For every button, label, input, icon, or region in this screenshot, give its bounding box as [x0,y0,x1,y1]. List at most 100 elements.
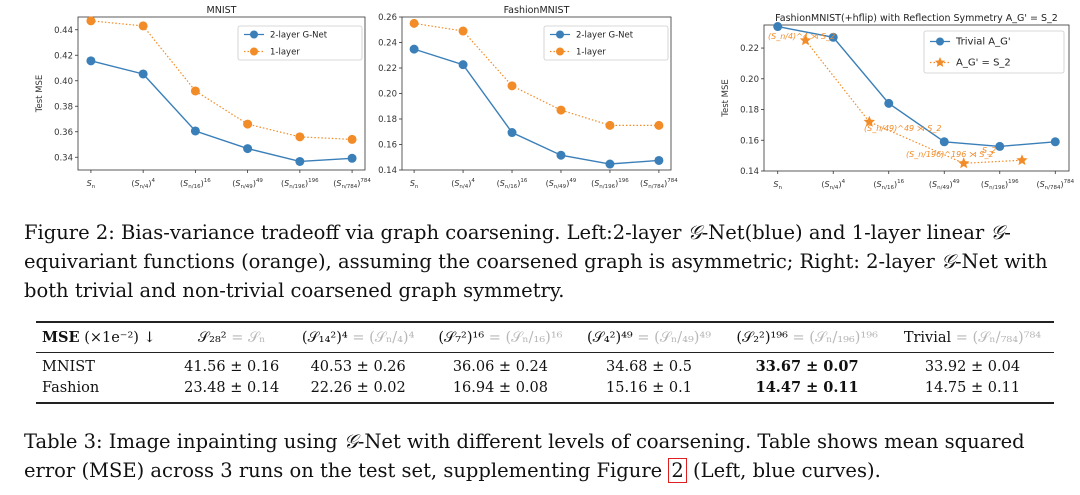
data-point [863,115,875,127]
y-tick-label: 0.36 [54,128,73,138]
data-point [86,16,96,26]
y-tick-label: 0.38 [54,102,73,112]
tick-label-part: ( [333,179,336,188]
table-row: Fashion 23.48 ± 0.14 22.26 ± 0.02 16.94 … [36,377,1054,404]
x-tick-label: (Sn/49)49 [232,178,263,190]
g-symbol: 𝒢 [941,250,955,273]
tick-label-part: ) [1005,180,1008,189]
y-tick-label: 0.14 [378,166,397,176]
tick-label-part: S [454,179,459,188]
x-tick-label: Sn [773,180,782,191]
figure-caption-part2: -Net(blue) and 1-layer linear [701,221,991,244]
data-point [138,21,148,31]
legend-label: 1-layer [270,48,300,58]
data-point [884,98,894,108]
y-tick-label: 0.24 [378,39,397,49]
header-col-main: (𝒮₇²)¹⁶ [438,329,485,346]
annotation-label: (S_n/196)^196 ⋊ S_2 [906,150,994,159]
tick-label-part: n/49 [937,185,950,191]
y-axis-label: Test MSE [35,75,45,114]
data-point [1050,137,1060,147]
legend-box [543,25,669,61]
tick-label-part: S [235,179,240,188]
table-cell: 14.75 ± 0.11 [890,377,1054,404]
table-header-row: MSE (×1e⁻²) ↓ 𝒮₂₈² = 𝒮ₙ (𝒮₁₄²)⁴ = (𝒮ₙ/₄)… [36,321,1054,353]
header-col-alt: = (𝒮ₙ/₁₆)¹⁶ [488,329,563,346]
annotation-label: S_2 [982,146,996,155]
tick-label-part: ) [664,179,667,188]
tick-label-part: S [87,179,92,188]
y-axis-label: Test MSE [721,79,731,118]
header-col-alt: = 𝒮ₙ [231,329,266,346]
y-tick-label: 0.22 [378,64,397,74]
legend-label: A_G' = S_2 [956,58,1011,69]
tick-label-part: ( [546,179,549,188]
figure-ref-link[interactable]: 2 [668,458,687,483]
legend-marker [934,57,946,67]
fashionmnist-chart: FashionMNIST 0.14 0.16 0.18 0.20 0.22 0.24 0.26… [358,0,683,200]
y-tick-label: 0.44 [54,26,73,36]
tick-label-part: S [549,179,554,188]
tick-label-part: n/196 [989,185,1005,191]
table-row: MNIST 41.56 ± 0.16 40.53 ± 0.26 36.06 ± … [36,353,1054,378]
y-tick-label: 0.16 [740,136,759,146]
x-tick-label: (Sn/16)16 [873,179,904,191]
tick-label-part: ) [838,180,841,189]
table-cell: 15.16 ± 0.1 [574,377,724,404]
data-point [605,120,615,130]
x-tick-label: (Sn/196)196 [591,178,629,190]
row-label: Fashion [36,377,174,404]
y-tick-label: 0.34 [54,153,73,163]
tick-label-part: 49 [256,178,263,184]
tick-label-part: 784 [360,178,371,184]
header-mse-scale: (×1e⁻²) ↓ [84,330,156,346]
data-point [347,134,357,144]
tick-label-part: 196 [618,178,629,184]
figure-caption: Figure 2: Bias-variance tradeoff via gra… [24,218,1064,305]
tick-label-part: n/49 [240,184,253,190]
x-tick-label: (Sn/49)49 [546,178,577,190]
data-point [939,137,949,147]
tick-label-part: n [92,184,96,190]
tick-label-part: ) [1060,180,1063,189]
table-cell: 41.56 ± 0.16 [184,358,280,375]
data-point [995,141,1005,151]
tick-label-part: n/16 [188,184,201,190]
x-tick-label: (Sn/196)196 [281,178,319,190]
tick-label-part: S [410,179,415,188]
data-point [507,128,517,138]
table-cell: 33.92 ± 0.04 [924,358,1021,375]
tick-label-part: 196 [308,178,319,184]
header-col-main: (𝒮₄²)⁴⁹ [586,329,633,346]
tick-label-part: ) [894,180,897,189]
legend-marker [556,30,564,39]
table-cell: 22.26 ± 0.02 [290,377,427,404]
data-point [556,150,566,160]
tick-label-part: 4 [842,179,846,185]
legend-marker [250,30,258,39]
table-cell-best: 14.47 ± 0.11 [723,377,891,404]
fashionmnist-chart-svg: FashionMNIST 0.14 0.16 0.18 0.20 0.22 0.24 0.26… [378,5,678,190]
figure-caption-part1: Figure 2: Bias-variance tradeoff via gra… [24,221,688,244]
data-point [138,69,148,79]
tick-label-part: 49 [953,179,960,185]
hflip-reflection-chart-svg: FashionMNIST(+hflip) with Reflection Sym… [721,13,1075,191]
tick-label-part: ) [517,179,520,188]
header-col-alt: = (𝒮ₙ/₄)⁴ [352,329,415,346]
data-point [773,22,783,32]
tick-label-part: ( [232,179,235,188]
tick-label-part: n/196 [289,184,305,190]
tick-label-part: S [284,179,289,188]
header-col: (𝒮₄²)⁴⁹ = (𝒮ₙ/₄₉)⁴⁹ [574,321,724,353]
data-point [347,153,357,163]
chart-title: FashionMNIST [504,5,570,16]
tick-label-part: n/4 [459,184,468,190]
data-point [654,155,664,165]
tick-label-part: 784 [1064,179,1075,185]
tick-label-part: ( [873,180,876,189]
chart-title: FashionMNIST(+hflip) with Reflection Sym… [775,13,1058,24]
legend-label: Trivial A_G' [955,37,1011,48]
row-label: MNIST [42,358,95,375]
x-tick-label: Sn [87,179,96,190]
